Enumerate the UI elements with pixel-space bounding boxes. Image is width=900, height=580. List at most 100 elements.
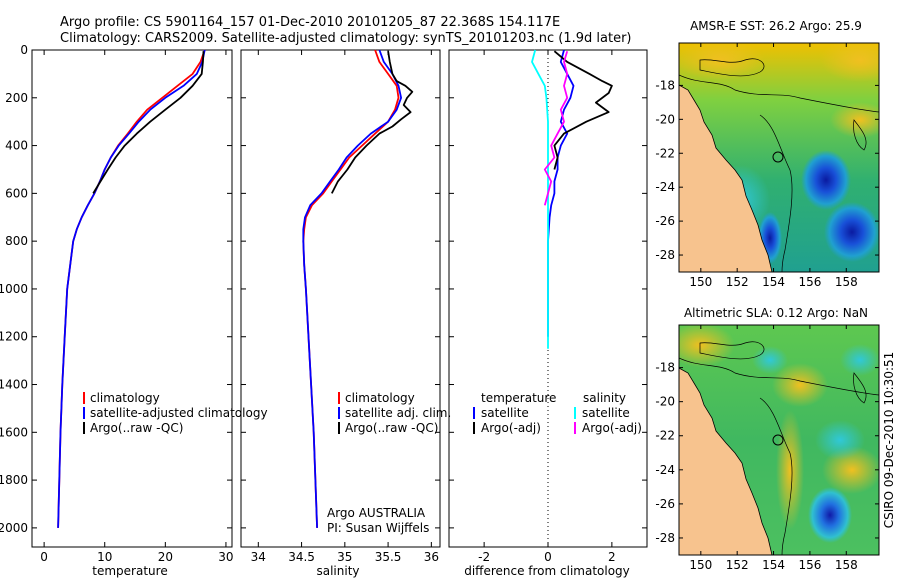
sla-low-patch (752, 346, 788, 374)
argo-float-marker (772, 151, 784, 163)
map-y-tick-label: -28 (655, 248, 675, 262)
salinity-axes (240, 49, 441, 548)
map-x-tick-label: 152 (726, 558, 749, 572)
y-tick-label: 2000 (0, 521, 28, 535)
temperature-panel: 0 10 20 30 0 200 400 600 800 1000 1200 1400 1600 1800… (0, 43, 234, 564)
map-y-tick-label: -20 (655, 395, 675, 409)
map-x-tick-label: 156 (798, 275, 821, 289)
x-tick-label: 35 (337, 550, 352, 564)
map-y-tick-label: -24 (655, 180, 675, 194)
difference-legend: temperature satellite Argo(-adj) salinit… (473, 391, 642, 435)
legend-label-argo: Argo(..raw -QC) (90, 421, 183, 435)
sla-isobath (759, 397, 793, 555)
x-tick-label: 2 (608, 550, 616, 564)
sst-map-frame (678, 42, 880, 273)
x-tick-label: 35.5 (375, 550, 402, 564)
legend-label-temp-satellite: satellite (481, 406, 529, 420)
map-y-tick-label: -18 (655, 361, 675, 375)
difference-xlabel: difference from climatology (464, 564, 630, 578)
sst-coastline-land (679, 84, 773, 272)
argo-float-marker (772, 434, 784, 446)
sst-cool-eddy (824, 202, 879, 262)
legend-title-temperature: temperature (481, 391, 556, 405)
legend-label-climatology: climatology (90, 391, 160, 405)
salinity-panel: 34 34.5 35 35.5 36 (240, 49, 441, 564)
y-tick-label: 600 (5, 186, 28, 200)
sst-map (679, 43, 879, 272)
sla-coastline-land (679, 367, 773, 555)
map-y-tick-label: -22 (655, 146, 675, 160)
sst-warm-patch (820, 43, 879, 82)
sst-map-ticks: 150 152 154 156 158 -18 -20 -22 -24 -26 -28 (655, 43, 879, 289)
sla-map-frame (678, 324, 880, 556)
map-y-tick-label: -28 (655, 531, 675, 545)
x-tick-label: 34 (251, 550, 266, 564)
x-tick-label: 0 (544, 550, 552, 564)
map-x-tick-label: 158 (835, 558, 858, 572)
sst-cool-eddy (801, 150, 851, 210)
x-tick-label: 0 (40, 550, 48, 564)
x-tick-label: 10 (97, 550, 112, 564)
sst-warm-patch (830, 102, 879, 138)
legend-label-argo: Argo(..raw -QC) (345, 421, 438, 435)
sla-low-eddy (808, 487, 852, 543)
sla-isobath (679, 357, 879, 396)
salinity-xlabel: salinity (316, 564, 359, 578)
y-tick-label: 1400 (0, 378, 28, 392)
legend-label-climatology: climatology (345, 391, 415, 405)
map-y-tick-label: -24 (655, 463, 675, 477)
legend-label-sal-satellite: satellite (582, 406, 630, 420)
sst-map-title: AMSR-E SST: 26.2 Argo: 25.9 (690, 19, 862, 33)
sla-map-title: Altimetric SLA: 0.12 Argo: NaN (684, 306, 868, 320)
map-y-tick-label: -20 (655, 112, 675, 126)
sst-isobath (699, 58, 765, 77)
y-tick-label: 1200 (0, 330, 28, 344)
legend-title-salinity: salinity (583, 391, 626, 405)
figure-subtitle: Climatology: CARS2009. Satellite-adjuste… (60, 31, 632, 46)
x-tick-label: 36 (424, 550, 439, 564)
sla-high-patch (679, 325, 735, 367)
salinity-legend: climatology satellite adj. clim. Argo(..… (327, 391, 451, 535)
temperature-axes (31, 49, 233, 548)
pi-label: PI: Susan Wijffels (327, 521, 429, 535)
map-y-tick-label: -18 (655, 78, 675, 92)
y-tick-label: 1000 (0, 282, 28, 296)
sla-isobath (699, 341, 765, 360)
temperature-legend: climatology satellite-adjusted climatolo… (83, 391, 268, 435)
series-line-argo-raw-qc- (92, 51, 205, 194)
x-tick-label: 34.5 (288, 550, 315, 564)
map-x-tick-label: 150 (689, 558, 712, 572)
x-tick-label: 20 (158, 550, 173, 564)
series-line-temperature-argo-adj- (553, 50, 613, 170)
series-line-salinity-argo-adj- (543, 50, 569, 206)
map-x-tick-label: 158 (835, 275, 858, 289)
map-x-tick-label: 154 (762, 558, 785, 572)
sla-low-patch (815, 420, 865, 460)
sst-isobath (759, 114, 793, 272)
y-tick-label: 400 (5, 139, 28, 153)
y-tick-label: 1600 (0, 425, 28, 439)
argo-australia-label: Argo AUSTRALIA (327, 506, 426, 520)
sla-map (679, 325, 879, 555)
figure-title: Argo profile: CS 5901164_157 01-Dec-2010… (60, 15, 560, 30)
series-line-satellite-adj-clim- (302, 49, 403, 528)
sla-high-patch (772, 363, 828, 407)
map-x-tick-label: 150 (689, 275, 712, 289)
sla-map-ticks: 150 152 154 156 158 -18 -20 -22 -24 -26 -28 (655, 325, 879, 572)
sla-high-patch (776, 410, 804, 530)
sst-reef (853, 119, 867, 151)
y-tick-label: 200 (5, 91, 28, 105)
legend-label-satellite-adj: satellite adj. clim. (345, 406, 451, 420)
legend-label-sal-argo: Argo(-adj) (582, 421, 642, 435)
map-x-tick-label: 152 (726, 275, 749, 289)
map-y-tick-label: -26 (655, 214, 675, 228)
y-tick-label: 800 (5, 234, 28, 248)
difference-panel: -2 0 2 (448, 49, 648, 564)
map-x-tick-label: 154 (762, 275, 785, 289)
x-tick-label: -2 (478, 550, 490, 564)
sla-low-patch (840, 344, 879, 376)
legend-label-temp-argo: Argo(-adj) (481, 421, 541, 435)
csiro-credit: CSIRO 09-Dec-2010 10:30:51 (882, 352, 896, 529)
series-line-salinity-satellite (531, 49, 549, 349)
